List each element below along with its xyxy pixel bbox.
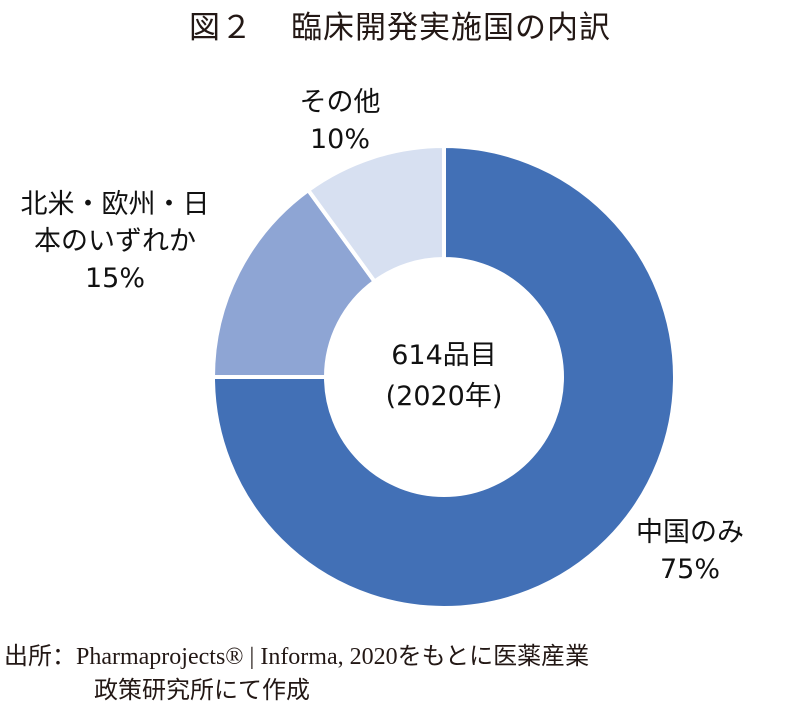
label-china-name: 中国のみ bbox=[636, 517, 744, 548]
donut-center-label: 614品目 (2020年) bbox=[344, 335, 544, 417]
figure-number: 図２ bbox=[189, 10, 253, 46]
source-line-2: 政策研究所にて作成 bbox=[94, 678, 310, 704]
source-line-1: 出所：Pharmaprojects® | Informa, 2020をもとに医薬… bbox=[4, 644, 590, 670]
label-other: その他 10% bbox=[260, 84, 420, 158]
center-year: (2020年) bbox=[385, 381, 503, 412]
label-china-value: 75% bbox=[659, 554, 720, 585]
label-west-name-2: 本のいずれか bbox=[34, 226, 196, 257]
donut-slices bbox=[210, 143, 677, 610]
slice-china bbox=[210, 143, 677, 610]
center-count: 614品目 bbox=[391, 340, 497, 371]
label-west-name-1: 北米・欧州・日 bbox=[20, 189, 210, 220]
label-other-value: 10% bbox=[309, 124, 370, 155]
slice-other bbox=[305, 143, 446, 285]
slice-west bbox=[210, 187, 378, 379]
source-note: 出所：Pharmaprojects® | Informa, 2020をもとに医薬… bbox=[4, 640, 800, 708]
title-text: 臨床開発実施国の内訳 bbox=[291, 10, 611, 46]
label-other-name: その他 bbox=[299, 87, 381, 118]
chart-title: 図２ 臨床開発実施国の内訳 bbox=[0, 2, 800, 47]
label-china: 中国のみ 75% bbox=[615, 514, 765, 588]
label-west-value: 15% bbox=[84, 263, 145, 294]
label-west: 北米・欧州・日 本のいずれか 15% bbox=[15, 186, 215, 297]
